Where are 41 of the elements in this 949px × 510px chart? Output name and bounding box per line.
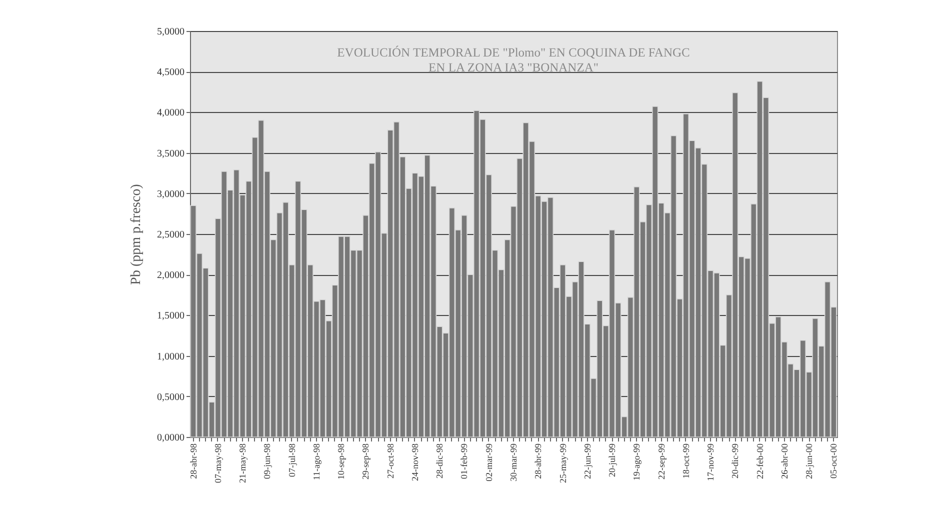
y-tick-label: 2,5000 xyxy=(157,230,184,240)
x-tick-label: 28-abr-98 xyxy=(188,443,198,479)
x-tick-label: 20-jul-99 xyxy=(607,443,618,477)
y-tick-label: 0,0000 xyxy=(157,432,184,444)
y-tick-label: 4,5000 xyxy=(157,67,184,78)
x-tick-label: 29-sep-98 xyxy=(360,443,371,480)
x-tick-label: 22-feb-00 xyxy=(754,443,765,479)
y-tick-label: 0,5000 xyxy=(157,392,184,403)
x-tick-label: 09-jun-98 xyxy=(262,443,272,479)
x-tick-label: 24-nov-98 xyxy=(410,443,420,481)
text: EN LA ZONA IA3 "BONANZA" xyxy=(428,60,598,74)
x-tick-label: 28-jun-00 xyxy=(804,443,814,479)
y-tick-label: 3,5000 xyxy=(157,148,184,160)
x-tick-label: 21-may-98 xyxy=(238,443,248,483)
x-tick-label: 07-jul-98 xyxy=(286,443,297,477)
x-tick-label: 22-jun-99 xyxy=(582,443,592,479)
y-axis-title: Pb (ppm p.fresco) xyxy=(129,184,144,285)
y-tick-label: 1,5000 xyxy=(157,310,184,322)
x-tick-label: 20-dic-99 xyxy=(730,443,740,478)
y-tick-label: 1,0000 xyxy=(157,351,184,362)
x-tick-label: 25-may-99 xyxy=(558,443,568,483)
x-tick-label: 26-abr-00 xyxy=(779,443,790,479)
y-tick-label: 5,0000 xyxy=(157,26,184,38)
x-tick-label: 10-sep-98 xyxy=(336,443,346,480)
x-tick-label: 05-oct-00 xyxy=(828,443,839,478)
x-tick-label: 22-sep-99 xyxy=(656,443,666,480)
x-tick-label: 19-ago-99 xyxy=(632,443,642,480)
x-tick-label: 07-may-98 xyxy=(212,443,223,483)
y-tick-label: 3,0000 xyxy=(157,188,184,200)
x-tick-label: 27-oct-98 xyxy=(385,443,396,478)
x-tick-label: 18-oct-99 xyxy=(680,443,691,478)
y-tick-label: 2,0000 xyxy=(157,270,184,282)
x-tick-label: 02-mar-99 xyxy=(484,443,494,482)
x-tick-label: 28-dic-98 xyxy=(434,443,445,478)
x-tick-label: 30-mar-99 xyxy=(508,443,518,482)
text: EVOLUCIÓN TEMPORAL DE "Plomo" EN COQUINA DE FANGC xyxy=(337,46,690,60)
x-tick-label: 01-feb-99 xyxy=(459,443,470,479)
x-tick-label: 11-ago-98 xyxy=(311,443,322,480)
x-tick-label: 17-nov-99 xyxy=(706,443,716,481)
x-tick-label: 28-abr-99 xyxy=(533,443,544,479)
y-tick-label: 4,0000 xyxy=(157,108,184,119)
